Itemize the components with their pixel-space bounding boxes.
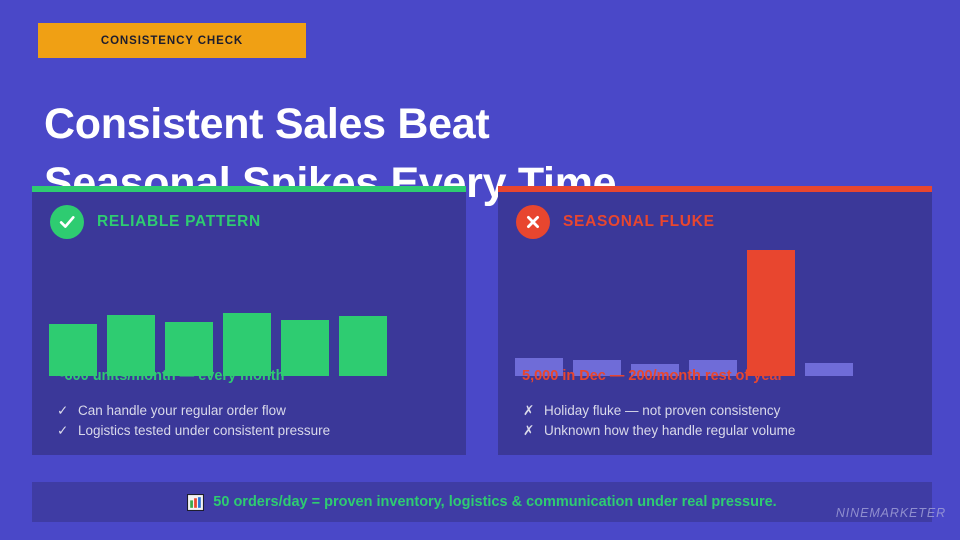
bar-left-3 [165,322,213,376]
card-reliable-pattern: RELIABLE PATTERN ~600 units/month — ever… [32,186,466,455]
cross-mark-icon: ✗ [523,403,535,418]
card-seasonal-fluke: SEASONAL FLUKE 5,000 in Dec — 200/month … [498,186,932,455]
bar-right-3 [631,364,679,376]
check-mark-icon: ✓ [57,422,69,438]
bar-right-2 [573,360,621,376]
point-text: Holiday fluke — not proven consistency [544,403,781,418]
watermark: NINEMARKETER [835,506,946,520]
bar-left-4 [223,313,271,376]
page-title-line-1: Consistent Sales Beat [44,99,490,148]
badge-label: CONSISTENCY CHECK [100,34,244,47]
footer-text: 50 orders/day = proven inventory, logist… [213,494,777,510]
metric-left: ~600 units/month — every month [56,368,285,384]
points-left: ✓ Can handle your regular order flow ✓ L… [57,401,457,440]
point-text: Logistics tested under consistent pressu… [78,422,331,438]
chart-seasonal-fluke [515,246,915,376]
check-circle-icon [50,205,84,239]
bar-right-5-december-spike [747,250,795,376]
list-item: ✓ Logistics tested under consistent pres… [57,421,457,441]
chart-reliable-pattern [49,246,449,376]
check-mark-icon: ✓ [57,403,69,418]
bar-left-5 [281,320,329,376]
bar-left-2 [107,315,155,376]
bar-left-1 [49,324,97,376]
consistency-check-badge: CONSISTENCY CHECK [38,23,306,58]
card-accent-bar-green [32,186,466,192]
list-item: ✗ Unknown how they handle regular volume [523,421,923,441]
list-item: ✓ Can handle your regular order flow [57,401,457,421]
list-item: ✗ Holiday fluke — not proven consistency [523,401,923,421]
cross-mark-icon: ✗ [523,422,535,438]
card-heading-left: RELIABLE PATTERN [97,213,261,230]
points-right: ✗ Holiday fluke — not proven consistency… [523,401,923,440]
bar-right-6 [805,363,853,376]
footer-banner: 50 orders/day = proven inventory, logist… [32,482,932,522]
point-text: Unknown how they handle regular volume [544,422,796,438]
bar-right-4 [689,360,737,376]
point-text: Can handle your regular order flow [78,403,286,418]
metric-right: 5,000 in Dec — 200/month rest of year [522,368,784,384]
bar-left-6 [339,316,387,376]
x-circle-icon [516,205,550,239]
bar-right-1 [515,358,563,376]
card-accent-bar-red [498,186,932,192]
bar-chart-icon [187,493,205,511]
card-heading-right: SEASONAL FLUKE [563,213,715,230]
card-header-left: RELIABLE PATTERN [50,205,261,239]
card-header-right: SEASONAL FLUKE [516,205,715,239]
